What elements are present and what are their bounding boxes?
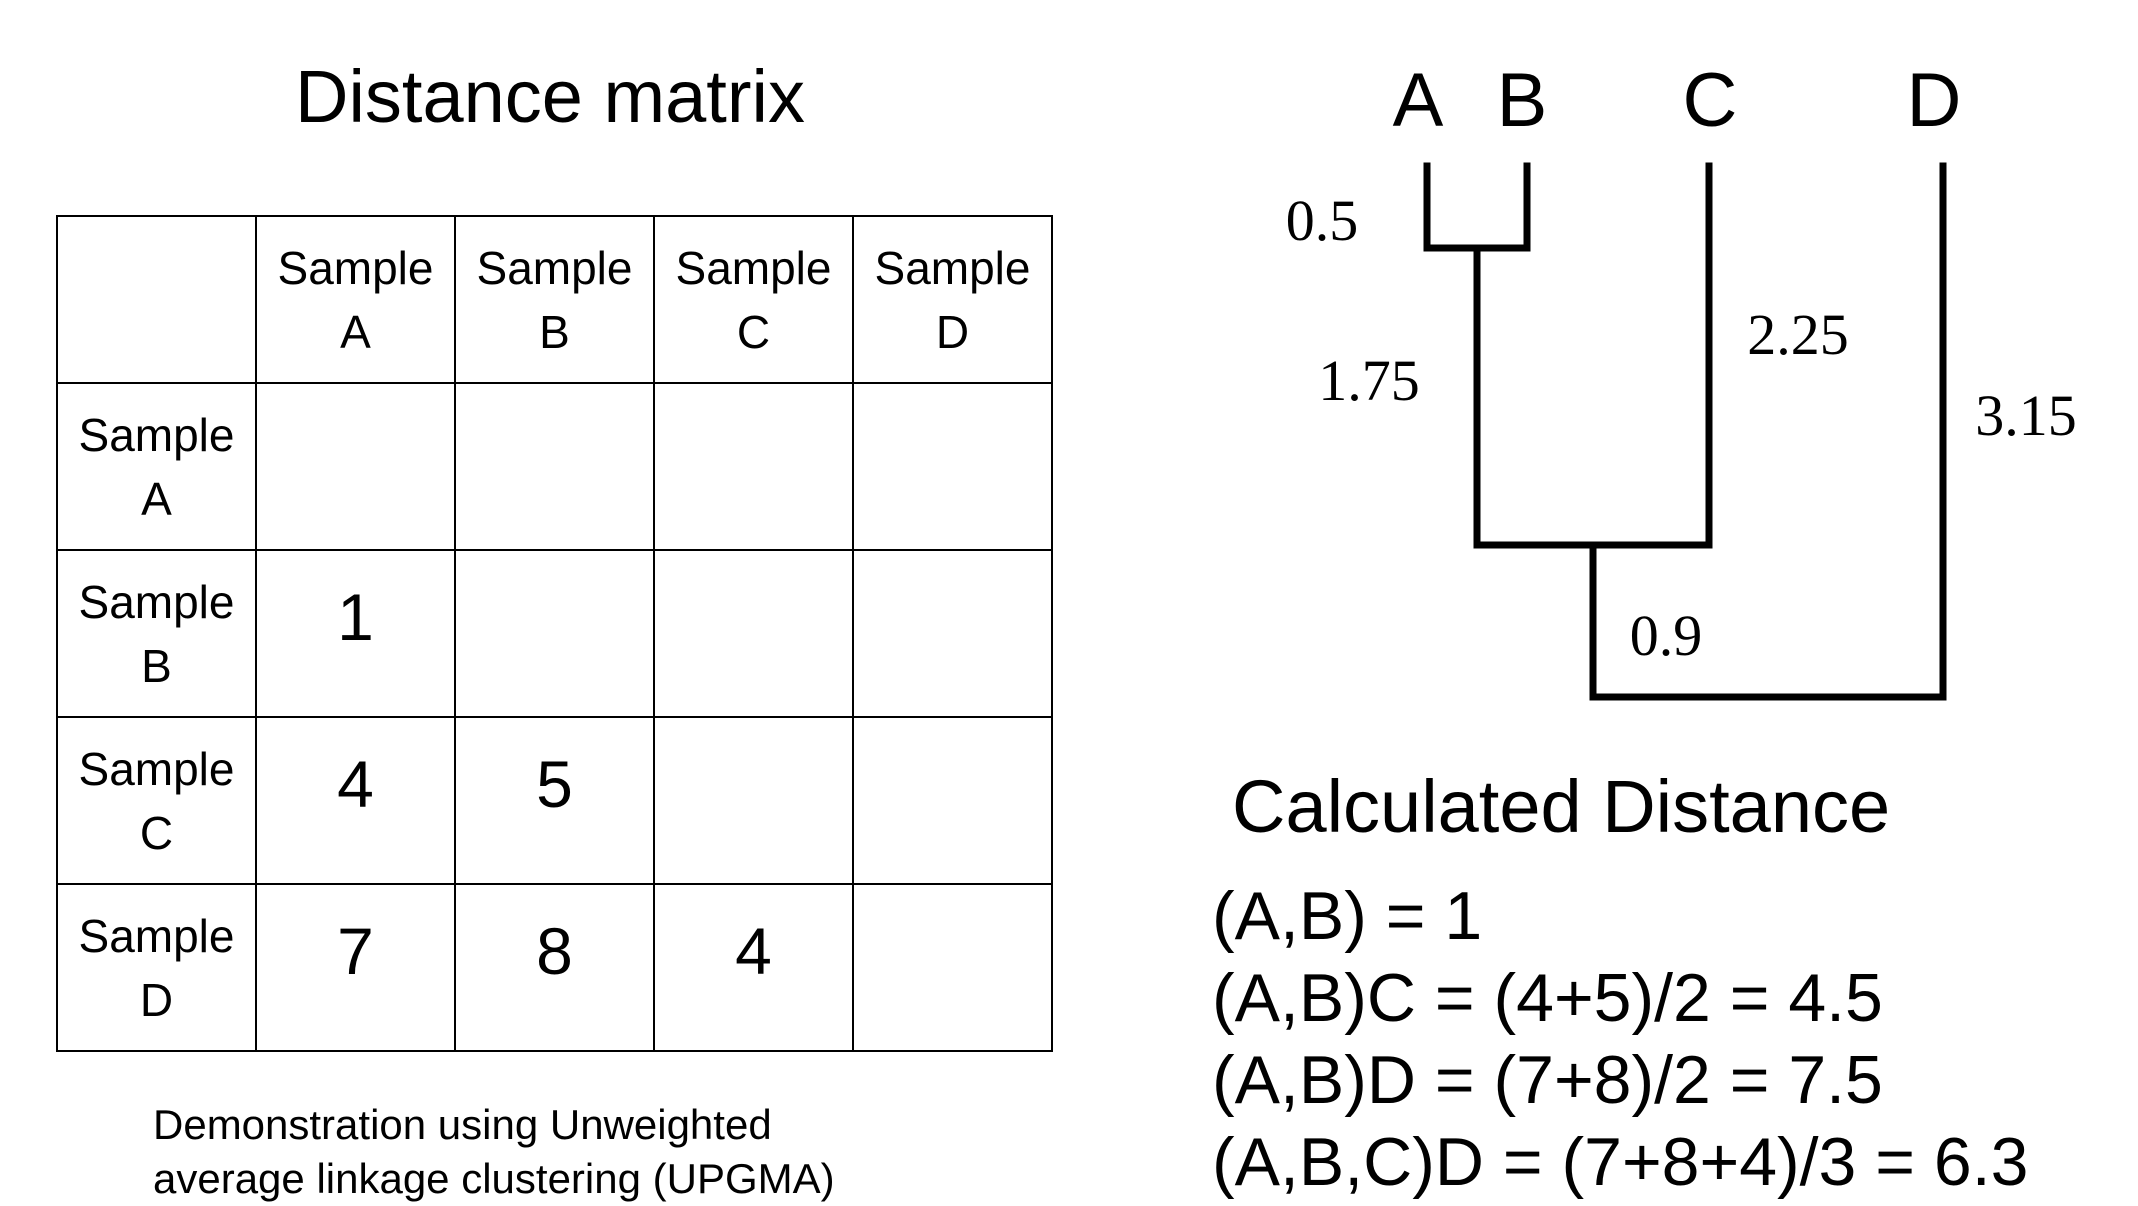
column-header-line2: C [736, 305, 771, 358]
table-row: Sample D 7 8 4 [56, 883, 1053, 1052]
cell-a-a [255, 382, 456, 551]
row-header-line2: B [141, 639, 172, 692]
row-header-a: Sample A [56, 382, 257, 551]
row-header-line2: D [139, 973, 174, 1026]
column-header-line1: Sample [476, 241, 633, 294]
cell-d-b: 8 [454, 883, 655, 1052]
cell-b-c [653, 549, 854, 718]
row-header-b: Sample B [56, 549, 257, 718]
column-header-d: Sample D [852, 215, 1053, 384]
row-header-line1: Sample [78, 742, 235, 795]
branch-label-ab-to-abc: 1.75 [1318, 348, 1420, 413]
row-header-line1: Sample [78, 909, 235, 962]
caption-line1: Demonstration using Unweighted [153, 1101, 772, 1148]
row-header-line1: Sample [78, 408, 235, 461]
table-row: Sample A [56, 382, 1053, 551]
cell-d-c: 4 [653, 883, 854, 1052]
branch-label-c: 2.25 [1747, 302, 1849, 367]
calculated-line: (A,B) = 1 [1212, 878, 1483, 954]
table-row: Sample C 4 5 [56, 716, 1053, 885]
cell-c-a: 4 [255, 716, 456, 885]
row-header-line2: C [139, 806, 174, 859]
calculated-line: (A,B)D = (7+8)/2 = 7.5 [1212, 1042, 1883, 1118]
cell-d-d [852, 883, 1053, 1052]
row-header-line2: A [141, 472, 172, 525]
branch-label-abc-to-root: 0.9 [1630, 603, 1703, 668]
calculated-list: (A,B) = 1 (A,B)C = (4+5)/2 = 4.5 (A,B)D … [1212, 875, 2028, 1203]
table-header-row: Sample A Sample B Sample C Sample D [56, 215, 1053, 384]
row-header-d: Sample D [56, 883, 257, 1052]
cell-c-d [852, 716, 1053, 885]
matrix-title: Distance matrix [295, 55, 805, 138]
cell-c-c [653, 716, 854, 885]
branch-label-ab: 0.5 [1286, 188, 1359, 253]
dendrogram: A B C D 0.5 1.75 2.25 0.9 3.15 [1286, 58, 2077, 701]
cell-b-a: 1 [255, 549, 456, 718]
column-header-c: Sample C [653, 215, 854, 384]
cell-b-b [454, 549, 655, 718]
caption-line2: average linkage clustering (UPGMA) [153, 1155, 835, 1202]
table-row: Sample B 1 [56, 549, 1053, 718]
calculated-line: (A,B,C)D = (7+8+4)/3 = 6.3 [1212, 1124, 2029, 1200]
column-header-line2: A [340, 305, 371, 358]
column-header-a: Sample A [255, 215, 456, 384]
row-header-c: Sample C [56, 716, 257, 885]
column-header-b: Sample B [454, 215, 655, 384]
cell-c-b: 5 [454, 716, 655, 885]
row-header-line1: Sample [78, 575, 235, 628]
cell-a-c [653, 382, 854, 551]
cell-a-b [454, 382, 655, 551]
calculated-title: Calculated Distance [1232, 765, 1891, 848]
leaf-label-a: A [1393, 58, 1444, 143]
column-header-line1: Sample [675, 241, 832, 294]
leaf-label-b: B [1497, 58, 1548, 143]
cell-a-d [852, 382, 1053, 551]
caption: Demonstration using Unweighted average l… [153, 1098, 1013, 1206]
leaf-label-d: D [1907, 58, 1962, 143]
column-header-line2: D [935, 305, 970, 358]
cell-b-d [852, 549, 1053, 718]
corner-cell [56, 215, 257, 384]
column-header-line1: Sample [874, 241, 1031, 294]
leaf-label-c: C [1683, 58, 1738, 143]
column-header-line1: Sample [277, 241, 434, 294]
distance-matrix-table: Sample A Sample B Sample C Sample D Samp… [56, 215, 1053, 1052]
column-header-line2: B [539, 305, 570, 358]
branch-label-d: 3.15 [1975, 383, 2077, 448]
calculated-line: (A,B)C = (4+5)/2 = 4.5 [1212, 960, 1883, 1036]
cell-d-a: 7 [255, 883, 456, 1052]
